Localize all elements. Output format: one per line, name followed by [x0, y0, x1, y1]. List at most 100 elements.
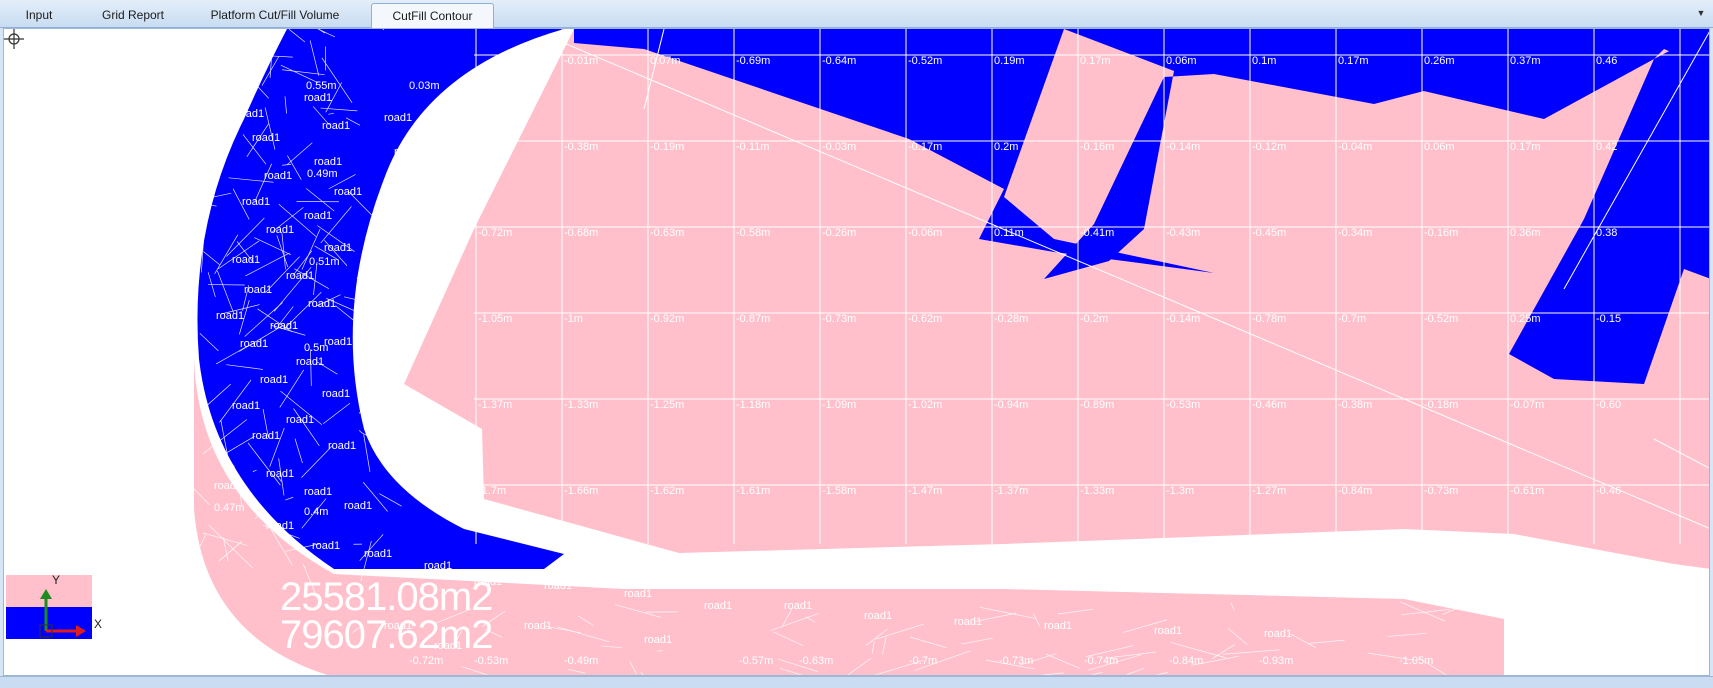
- grid-value-label: -0.06m: [908, 227, 942, 239]
- road-name-label: road1: [286, 270, 314, 282]
- grid-value-label: -0.34m: [1338, 227, 1372, 239]
- road-name-label: road1: [240, 338, 268, 350]
- platform-fill-band-4: [1509, 30, 1709, 384]
- grid-value-label: 0.37m: [1510, 55, 1541, 67]
- road-grid-value-label: -0.93m: [1259, 655, 1293, 667]
- grid-value-label: -0.26m: [822, 227, 856, 239]
- grid-value-label: -1.33m: [564, 399, 598, 411]
- road-name-label: road1: [424, 560, 452, 572]
- grid-value-label: -0.7m: [1338, 313, 1366, 325]
- road-name-label: road1: [954, 616, 982, 628]
- grid-value-label: -0.87m: [736, 313, 770, 325]
- grid-value-label: 0.11m: [994, 227, 1024, 239]
- road-name-label: road1: [266, 224, 294, 236]
- tab-platform-cut-fill-volume[interactable]: Platform Cut/Fill Volume: [210, 8, 340, 22]
- grid-value-label: 0.07m: [650, 55, 681, 67]
- road-grid-value-label: -0.7m: [909, 655, 937, 667]
- road-name-label: road1: [864, 610, 892, 622]
- road-spot-level-label: 0.47m: [214, 502, 245, 514]
- road-name-label: road1: [260, 374, 288, 386]
- road-name-label: road1: [270, 320, 298, 332]
- tab-bar: Input Grid Report Platform Cut/Fill Volu…: [0, 0, 1713, 29]
- road-name-label: road1: [232, 254, 260, 266]
- grid-value-label: -1.33m: [1080, 485, 1114, 497]
- tab-grid-report[interactable]: Grid Report: [101, 8, 165, 22]
- grid-value-label: -0.07m: [1510, 399, 1544, 411]
- road-name-label: road1: [264, 170, 292, 182]
- grid-value-label: -1.47m: [908, 485, 942, 497]
- grid-value-label: -1m: [564, 313, 583, 325]
- grid-value-label: 0.26m: [1424, 55, 1455, 67]
- grid-value-label: -0.14m: [1166, 313, 1200, 325]
- grid-value-label: -0.78m: [1252, 313, 1286, 325]
- grid-value-label: -1.37m: [994, 485, 1028, 497]
- road-name-label: road1: [242, 196, 270, 208]
- road-grid-value-label: -1.05m: [1399, 655, 1433, 667]
- axis-gizmo: [39, 589, 86, 638]
- road-name-label: road1: [266, 468, 294, 480]
- crosshair-cursor-icon: [4, 29, 24, 49]
- road-grid-value-label: -0.53m: [474, 655, 508, 667]
- road-name-label: road1: [334, 186, 362, 198]
- road-name-label: road1: [304, 486, 332, 498]
- road-name-label: road1: [344, 500, 372, 512]
- grid-value-label: 0.17m: [1510, 141, 1541, 153]
- grid-value-label: 0.36m: [1510, 227, 1541, 239]
- road-spot-level-label: 0.55m: [306, 80, 337, 92]
- road-name-label: road1: [314, 156, 342, 168]
- road-spot-level-label: 0.51m: [309, 256, 340, 268]
- grid-value-label: -0.38m: [1338, 399, 1372, 411]
- x-axis-label: X: [94, 617, 103, 631]
- road-name-label: road1: [214, 480, 242, 492]
- grid-value-label: 0.38: [1596, 227, 1617, 239]
- grid-value-label: -0.04m: [1338, 141, 1372, 153]
- road-name-label: road1: [384, 620, 412, 632]
- grid-value-label: 0.06m: [1424, 141, 1455, 153]
- grid-value-label: -0.45m: [1252, 227, 1286, 239]
- road-name-label: road1: [232, 400, 260, 412]
- road-name-label: road1: [312, 540, 340, 552]
- road-name-label: road1: [296, 356, 324, 368]
- road-cut-region: [194, 359, 1504, 675]
- grid-value-label: 0.2m: [994, 141, 1018, 153]
- grid-value-label: -0.43m: [1166, 227, 1200, 239]
- grid-value-label: -0.68m: [564, 227, 598, 239]
- grid-value-label: -1.18m: [736, 399, 770, 411]
- grid-value-label: -0.12m: [1252, 141, 1286, 153]
- road-name-label: road1: [624, 588, 652, 600]
- grid-value-label: -1.3m: [1166, 485, 1194, 497]
- triangulation-mesh: [162, 29, 1482, 675]
- grid-value-label: 0.17m: [1080, 55, 1111, 67]
- road-grid-value-label: -0.74m: [1084, 655, 1118, 667]
- grid-value-label: -1.66m: [564, 485, 598, 497]
- grid-value-label: -0.61m: [1510, 485, 1544, 497]
- grid-value-label: -0.18m: [1424, 399, 1458, 411]
- grid-value-label: -1.37m: [478, 399, 512, 411]
- road-name-label: road1: [328, 440, 356, 452]
- grid-value-label: -0.01m: [564, 55, 598, 67]
- platform-cut-region: [404, 29, 1709, 569]
- road-grid-value-label: -0.73m: [999, 655, 1033, 667]
- tab-overflow-chevron-icon[interactable]: ▼: [1696, 8, 1706, 18]
- contour-map[interactable]: -0.01m 0.07m -0.69m -0.64m -0.52m 0.19m 0.17m 0…: [4, 29, 1710, 676]
- road-name-label: road1: [704, 600, 732, 612]
- grid-value-label: -0.60: [1596, 399, 1621, 411]
- grid-value-label: -1.58m: [822, 485, 856, 497]
- tab-cutfill-contour[interactable]: CutFill Contour: [371, 3, 494, 29]
- road-spot-level-label: 0.4m: [304, 506, 328, 518]
- grid-value-label: -1.7m: [478, 485, 506, 497]
- x-axis-arrowhead-icon: [76, 625, 86, 637]
- road-name-label: road1: [216, 310, 244, 322]
- grid-value-label: -0.89m: [1080, 399, 1114, 411]
- grid-value-label: -0.16m: [1424, 227, 1458, 239]
- grid-value-label: -0.19m: [650, 141, 684, 153]
- grid-value-label: -1.05m: [478, 313, 512, 325]
- contour-canvas[interactable]: -0.01m 0.07m -0.69m -0.64m -0.52m 0.19m 0.17m 0…: [3, 28, 1710, 676]
- grid-value-label: -1.25m: [650, 399, 684, 411]
- grid-value-label: -0.73m: [1424, 485, 1458, 497]
- road-name-label: road1: [322, 388, 350, 400]
- road-name-label: road1: [644, 634, 672, 646]
- y-axis-label: Y: [52, 573, 61, 587]
- grid-value-label: -0.53m: [1166, 399, 1200, 411]
- tab-input[interactable]: Input: [25, 8, 53, 22]
